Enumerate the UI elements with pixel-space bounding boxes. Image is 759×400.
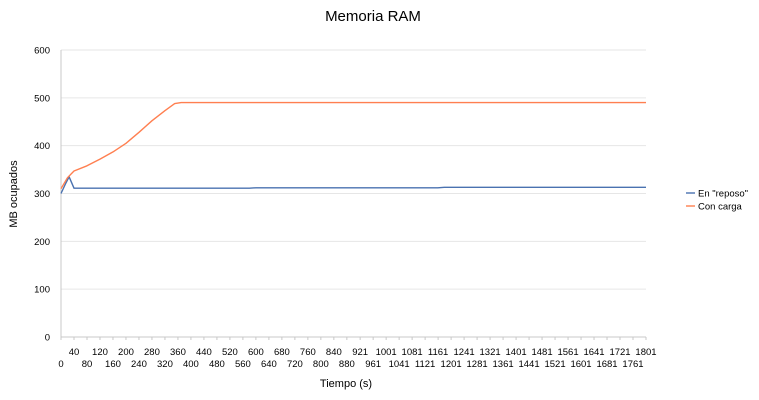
x-tick-label: 1761 [622,359,643,370]
x-tick-label: 1361 [493,359,514,370]
x-tick-label: 520 [222,347,238,358]
x-tick-label: 1601 [570,359,591,370]
x-tick-label: 961 [365,359,381,370]
y-tick-label: 100 [34,285,50,296]
x-tick-label: 1521 [544,359,565,370]
y-axis-label: MB ocupados [8,160,20,228]
x-tick-label: 0 [58,359,63,370]
x-tick-label: 480 [209,359,225,370]
legend: En "reposo" Con carga [686,189,748,213]
x-tick-label: 1001 [376,347,397,358]
x-tick-label: 280 [144,347,160,358]
x-tick-label: 200 [118,347,134,358]
x-axis-label: Tiempo (s) [320,378,372,390]
axes [60,50,647,340]
y-tick-label: 300 [34,189,50,200]
x-tick-label: 1281 [467,359,488,370]
x-tick-label: 760 [300,347,316,358]
x-tick-label: 1561 [557,347,578,358]
x-tick-label: 921 [352,347,368,358]
x-tick-label: 1241 [454,347,475,358]
y-tick-label: 0 [45,333,50,344]
x-tick-labels: 0 408012016020024028032036040044048052056… [58,347,656,370]
x-tick-label: 1441 [518,359,539,370]
x-tick-label: 80 [82,359,93,370]
x-tick-label: 1641 [583,347,604,358]
x-tick-label: 560 [235,359,251,370]
x-tick-label: 1481 [531,347,552,358]
x-tick-label: 840 [326,347,342,358]
x-tick-label: 120 [92,347,108,358]
x-tick-label: 720 [287,359,303,370]
grid [61,49,646,338]
x-tick-label: 1041 [389,359,410,370]
x-tick-label: 1161 [428,347,448,358]
x-tick-label: 1121 [415,359,435,370]
x-tick-label: 1721 [609,347,630,358]
legend-entry: Con carga [698,202,743,213]
y-tick-label: 600 [34,46,50,57]
series-line-2 [60,101,646,190]
x-tick-label: 1201 [441,359,462,370]
legend-entry: En "reposo" [698,189,748,200]
x-tick-label: 640 [261,359,277,370]
x-tick-label: 1401 [506,347,527,358]
chart-title: Memoria RAM [325,8,421,25]
y-tick-label: 200 [34,237,50,248]
x-tick-label: 600 [248,347,264,358]
series-line-1 [60,176,646,194]
x-tick-label: 800 [313,359,329,370]
x-tick-label: 240 [131,359,147,370]
x-tick-label: 1321 [480,347,501,358]
x-tick-label: 880 [339,359,355,370]
x-tick-label: 680 [274,347,290,358]
x-tick-label: 1681 [596,359,617,370]
x-tick-label: 440 [196,347,212,358]
x-tick-label: 40 [69,347,80,358]
x-tick-label: 360 [170,347,186,358]
x-tick-label: 160 [105,359,121,370]
y-tick-labels: 0 100 200 300 400 500 600 [34,46,50,344]
y-tick-label: 400 [34,141,50,152]
x-tick-label: 1081 [402,347,423,358]
series-lines [60,101,646,194]
x-tick-label: 1801 [635,347,656,358]
x-tick-label: 400 [183,359,199,370]
y-tick-label: 500 [34,93,50,104]
x-tick-label: 320 [157,359,173,370]
